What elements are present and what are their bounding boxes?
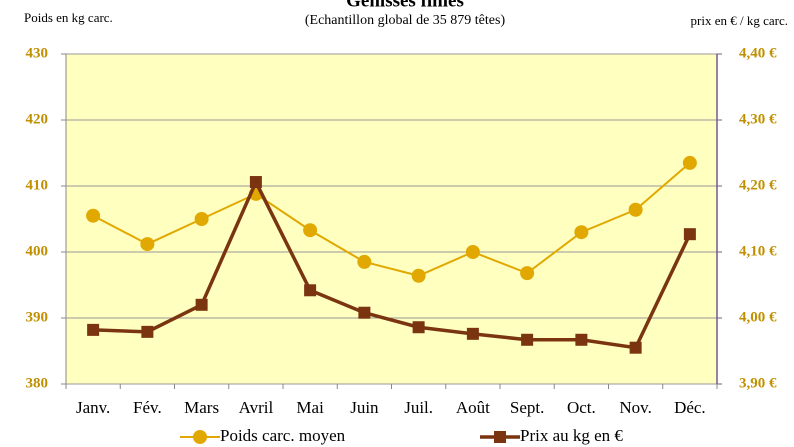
- y2-tick-label: 4,30 €: [739, 111, 777, 127]
- x-tick-label: Mars: [184, 398, 219, 417]
- legend-marker: [193, 430, 207, 444]
- x-tick-label: Avril: [239, 398, 274, 417]
- series-line: [93, 177, 692, 350]
- marker: [303, 223, 318, 238]
- marker: [140, 237, 155, 252]
- x-tick-label: Mai: [296, 398, 324, 417]
- chart-title: Génisses finies: [346, 0, 464, 11]
- y-tick-label: 430: [26, 45, 49, 61]
- plot-area: [65, 53, 718, 385]
- legend-marker: [494, 431, 506, 443]
- y-tick-label: 410: [26, 177, 49, 193]
- marker: [304, 284, 317, 297]
- marker: [411, 268, 426, 283]
- y-tick-label: 400: [26, 243, 49, 259]
- marker: [194, 212, 209, 226]
- y-tick-label: 380: [26, 375, 49, 391]
- marker: [358, 306, 371, 319]
- marker: [195, 298, 208, 311]
- y2-tick-label: 4,10 €: [739, 243, 777, 259]
- marker: [141, 325, 154, 338]
- y2-tick-label: 4,00 €: [739, 309, 777, 325]
- y-tick-label: 390: [26, 309, 49, 325]
- marker: [87, 323, 100, 336]
- marker: [628, 202, 643, 217]
- y-tick-label: 420: [26, 111, 49, 127]
- x-tick-label: Oct.: [567, 398, 596, 417]
- marker: [466, 327, 479, 340]
- x-tick-label: Sept.: [510, 398, 544, 417]
- y2-tick-label: 3,90 €: [739, 375, 777, 391]
- y2-tick-label: 4,20 €: [739, 177, 777, 193]
- legend-label: Poids carc. moyen: [220, 426, 346, 445]
- marker: [520, 266, 535, 281]
- y2-axis-label: prix en € / kg carc.: [691, 13, 788, 28]
- x-tick-label: Fév.: [133, 398, 162, 417]
- marker: [465, 245, 480, 259]
- x-tick-label: Nov.: [619, 398, 651, 417]
- x-tick-label: Juil.: [404, 398, 433, 417]
- marker: [412, 321, 425, 334]
- marker: [357, 254, 372, 269]
- x-tick-label: Août: [456, 398, 490, 417]
- marker: [521, 333, 534, 346]
- series-line: [92, 162, 691, 277]
- chart-subtitle: (Echantillon global de 35 879 têtes): [305, 13, 506, 28]
- marker: [86, 208, 101, 223]
- y2-tick-label: 4,40 €: [739, 45, 777, 61]
- marker: [683, 228, 696, 241]
- marker: [575, 333, 588, 346]
- x-tick-label: Déc.: [674, 398, 706, 417]
- marker: [574, 225, 589, 240]
- marker: [249, 176, 262, 189]
- x-tick-label: Janv.: [76, 398, 110, 417]
- marker: [682, 155, 697, 170]
- x-tick-label: Juin: [350, 398, 379, 417]
- y-axis-label: Poids en kg carc.: [24, 10, 113, 25]
- legend-label: Prix au kg en €: [520, 426, 623, 445]
- marker: [629, 341, 642, 354]
